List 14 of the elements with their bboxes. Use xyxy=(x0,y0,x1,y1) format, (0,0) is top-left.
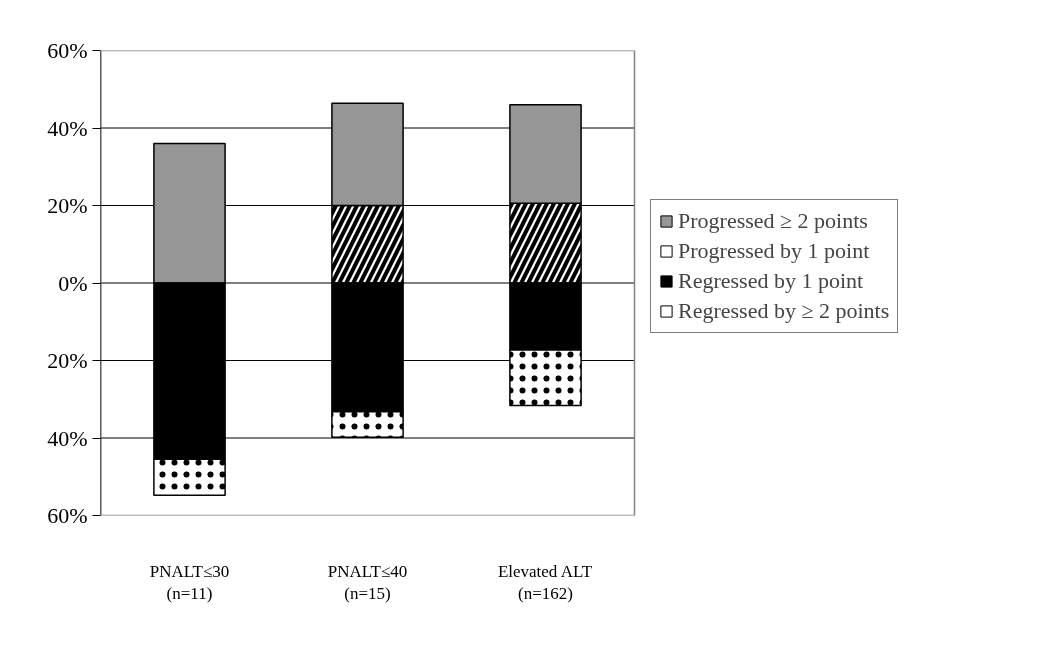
x-tick-label: Elevated ALT (n=162) xyxy=(497,561,593,604)
legend-label: Progressed ≥ 2 points xyxy=(678,208,868,234)
y-tick-label: 20% xyxy=(47,193,88,218)
y-tick-label: 20% xyxy=(47,348,88,373)
legend-label: Progressed by 1 point xyxy=(678,238,870,264)
legend-label: Regressed by 1 point xyxy=(678,268,864,294)
x-tick-label: PNALT≤40 (n=15) xyxy=(327,561,408,604)
y-tick-label: 60% xyxy=(47,38,88,63)
y-tick-label: 0% xyxy=(58,270,88,296)
x-tick-label: PNALT≤30 (n=11) xyxy=(149,561,230,604)
y-tick-label: 60% xyxy=(47,503,88,528)
y-tick-label: 40% xyxy=(47,115,88,141)
y-tick-label: 40% xyxy=(47,425,88,451)
legend-label: Regressed by ≥ 2 points xyxy=(678,298,890,324)
